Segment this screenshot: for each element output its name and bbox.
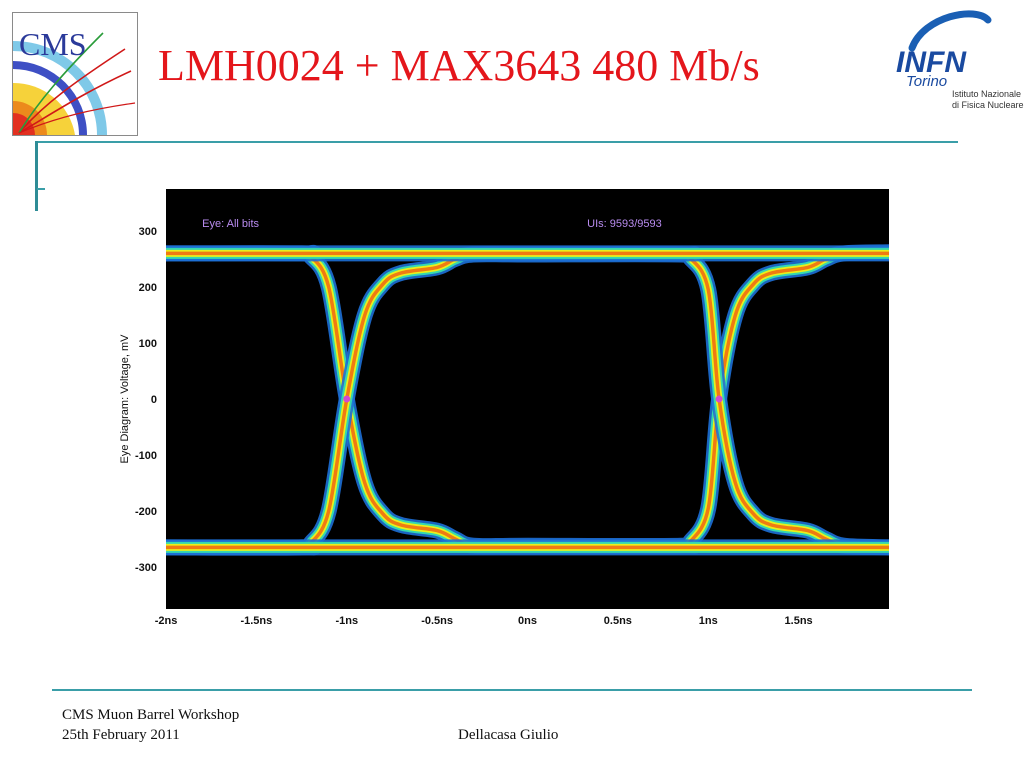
y-tick-label: 200 (139, 282, 157, 294)
annotation-eye: Eye: All bits (202, 218, 259, 230)
slide-title: LMH0024 + MAX3643 480 Mb/s (158, 41, 760, 90)
infn-logo: INFN Torino Istituto Nazionale di Fisica… (884, 6, 1024, 112)
y-tick-label: 0 (151, 394, 157, 406)
footer-workshop: CMS Muon Barrel Workshop (62, 707, 240, 723)
crossing-point-2 (715, 395, 723, 403)
y-tick-label: -200 (135, 506, 157, 518)
x-tick-label: 1.5ns (785, 615, 813, 627)
footer-date: 25th February 2011 (62, 727, 180, 743)
cms-logo-text: CMS (19, 26, 87, 62)
x-tick-label: -1.5ns (240, 615, 272, 627)
y-tick-label: 100 (139, 338, 157, 350)
infn-logo-name: INFN (896, 46, 967, 79)
x-tick-label: -0.5ns (421, 615, 453, 627)
x-tick-label: -2ns (155, 615, 178, 627)
infn-logo-line1: Istituto Nazionale (952, 89, 1021, 99)
y-tick-label: 300 (139, 226, 157, 238)
title-divider (37, 141, 958, 143)
y-tick-label: -100 (135, 450, 157, 462)
footer-event: CMS Muon Barrel Workshop 25th February 2… (62, 705, 239, 745)
x-tick-label: 1ns (699, 615, 718, 627)
left-accent-bar (35, 141, 38, 211)
infn-logo-line2: di Fisica Nucleare (952, 100, 1024, 110)
footer-divider (52, 689, 972, 691)
crossing-point-1 (343, 395, 351, 403)
infn-logo-sub: Torino (906, 73, 947, 90)
x-tick-label: 0.5ns (604, 615, 632, 627)
footer-author: Dellacasa Giulio (458, 727, 559, 743)
y-axis-label: Eye Diagram: Voltage, mV (119, 334, 131, 464)
x-tick-label: -1ns (335, 615, 358, 627)
left-accent-tick (37, 188, 45, 190)
x-tick-label: 0ns (518, 615, 537, 627)
y-tick-label: -300 (135, 562, 157, 574)
annotation-uis: UIs: 9593/9593 (587, 218, 662, 230)
eye-diagram-chart: Eye: All bits UIs: 9593/9593 300 200 100 0 -10… (110, 186, 900, 630)
cms-logo: CMS (12, 12, 138, 136)
